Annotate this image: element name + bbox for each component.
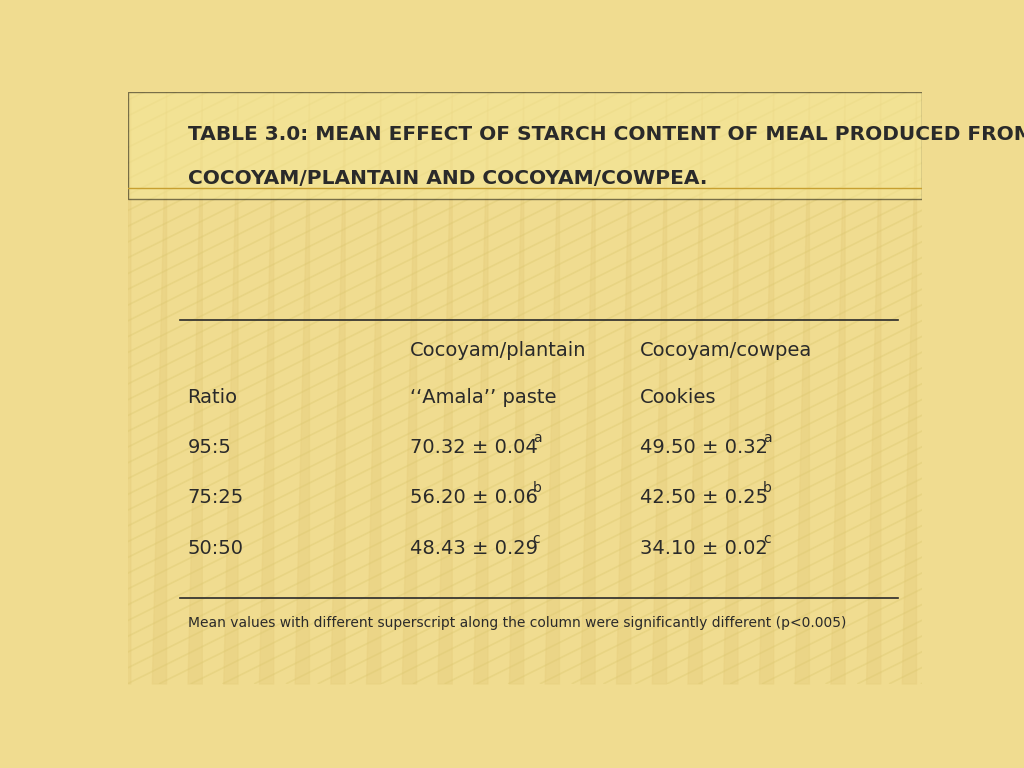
Text: 70.32 ± 0.04: 70.32 ± 0.04 [410,438,538,457]
Text: COCOYAM/PLANTAIN AND COCOYAM/COWPEA.: COCOYAM/PLANTAIN AND COCOYAM/COWPEA. [187,169,707,188]
Text: b: b [763,482,772,495]
Text: 75:25: 75:25 [187,488,244,508]
Text: Cookies: Cookies [640,388,717,407]
Text: Ratio: Ratio [187,388,238,407]
Text: ‘‘Amala’’ paste: ‘‘Amala’’ paste [410,388,556,407]
Text: a: a [763,431,771,445]
Text: c: c [532,531,541,545]
Text: TABLE 3.0: MEAN EFFECT OF STARCH CONTENT OF MEAL PRODUCED FROM: TABLE 3.0: MEAN EFFECT OF STARCH CONTENT… [187,124,1024,144]
Text: Mean values with different superscript along the column were significantly diffe: Mean values with different superscript a… [187,615,846,630]
Text: 95:5: 95:5 [187,438,231,457]
Text: c: c [763,531,770,545]
Text: 48.43 ± 0.29: 48.43 ± 0.29 [410,538,538,558]
Text: 49.50 ± 0.32: 49.50 ± 0.32 [640,438,768,457]
Text: 50:50: 50:50 [187,538,244,558]
Text: 56.20 ± 0.06: 56.20 ± 0.06 [410,488,538,508]
Text: 42.50 ± 0.25: 42.50 ± 0.25 [640,488,768,508]
Text: Cocoyam/cowpea: Cocoyam/cowpea [640,340,812,359]
Text: Cocoyam/plantain: Cocoyam/plantain [410,340,586,359]
Text: a: a [532,431,542,445]
Text: 34.10 ± 0.02: 34.10 ± 0.02 [640,538,768,558]
Text: b: b [532,482,542,495]
FancyBboxPatch shape [128,92,922,199]
